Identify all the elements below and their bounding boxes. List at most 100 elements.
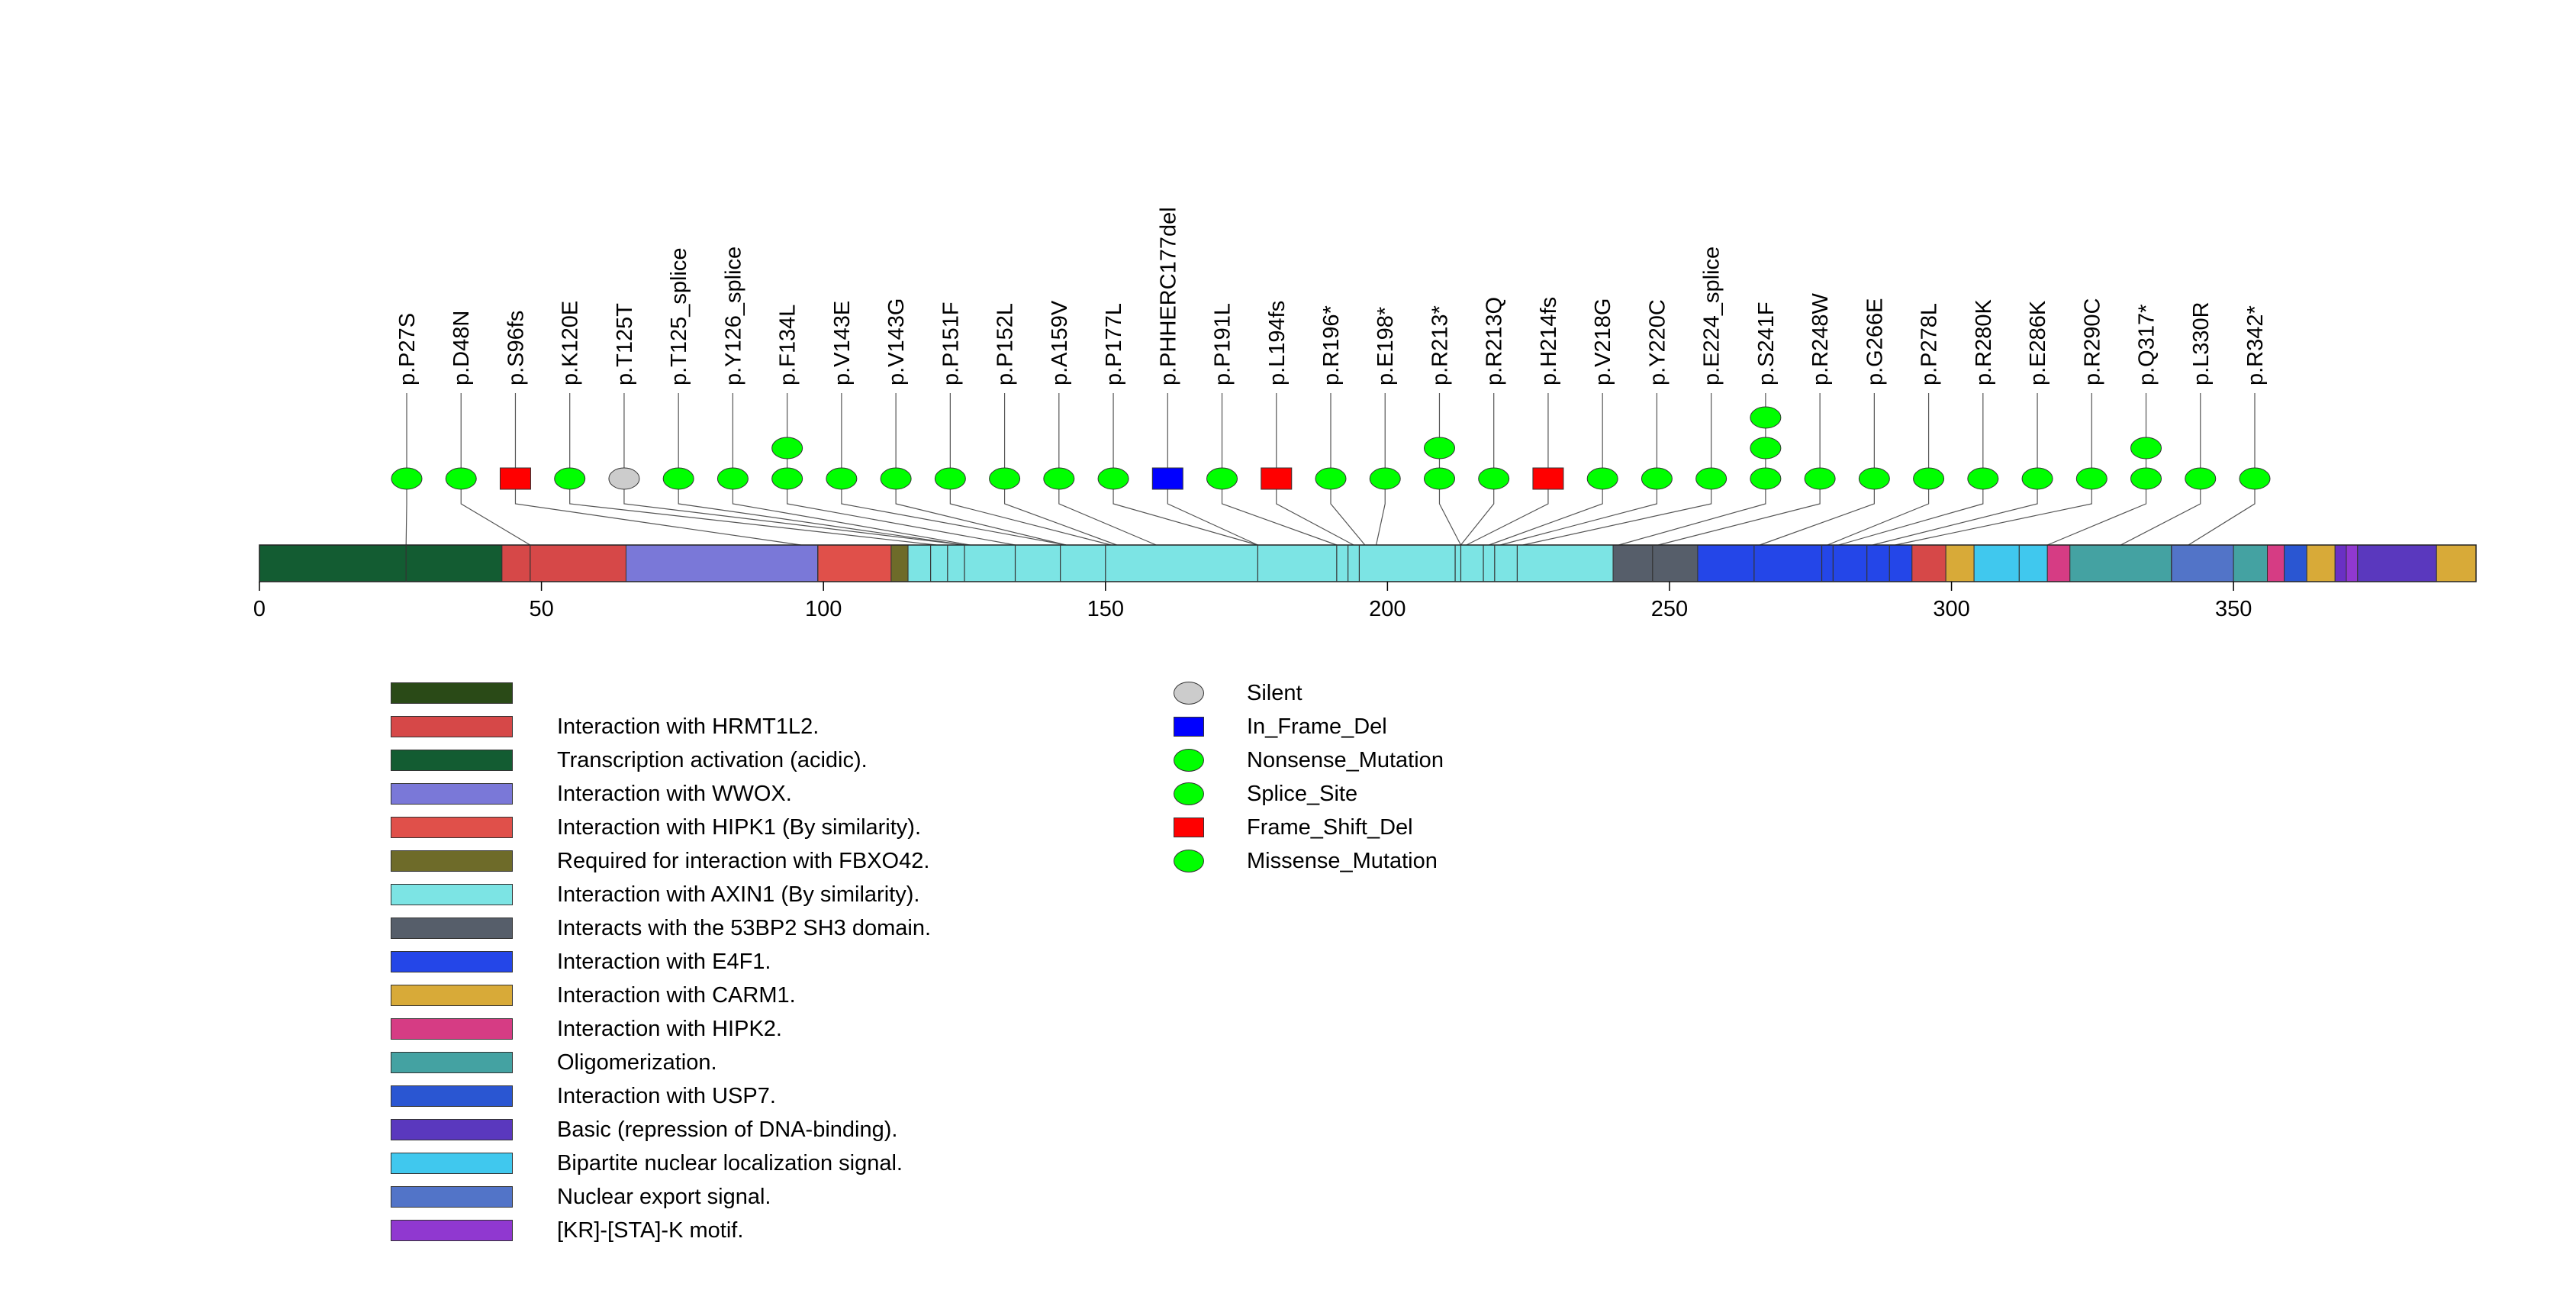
mutation-stem-0 [405,393,407,546]
domain-legend-label: Interaction with E4F1. [557,950,771,974]
square-marker-icon [1174,818,1204,837]
mutation-stem-27 [1760,393,1875,546]
circle-marker-icon [1174,850,1204,872]
mutation-legend-label: In_Frame_Del [1247,714,1387,739]
domain-segment-3 [817,544,892,582]
domain-legend-swatch [391,884,513,905]
mutation-marker-2-0 [499,467,531,490]
domain-segment-21 [2436,544,2477,582]
mutation-marker-29-0 [1967,467,1999,490]
mutation-stem-32 [2046,393,2147,546]
mutation-marker-18-0 [1369,467,1401,490]
mutation-marker-22-0 [1586,467,1618,490]
mutation-stem-33 [2120,393,2201,546]
domain-segment-9 [1945,544,1975,582]
mutation-marker-10-0 [934,467,966,490]
mutation-stem-7 [787,393,1016,546]
domain-legend-swatch [391,918,513,939]
domain-segment-12 [2069,544,2172,582]
mutation-marker-11-0 [989,467,1021,490]
tick-label-3: 150 [1087,597,1124,621]
domain-segment-19 [2346,544,2359,582]
mutation-label-19: p.R213* [1428,305,1452,385]
mutation-label-5: p.T125_splice [667,247,691,385]
mutation-label-16: p.L194fs [1265,301,1290,385]
mutation-marker-24-0 [1695,467,1728,490]
domain-legend-swatch [391,716,513,737]
mutation-marker-27-0 [1858,467,1890,490]
domain-legend-label: Oligomerization. [557,1050,717,1075]
mutation-stem-26 [1658,393,1821,546]
mutation-marker-32-0 [2130,467,2162,490]
mutation-marker-5-0 [662,467,694,490]
mutation-marker-21-0 [1532,467,1564,490]
mutation-stem-30 [1872,393,2038,546]
mutation-stem-25 [1618,393,1766,546]
mutation-marker-8-0 [826,467,858,490]
mutation-label-15: p.P191L [1211,303,1235,385]
domain-legend-swatch [391,1119,513,1140]
mutation-label-28: p.P278L [1918,303,1942,385]
mutation-label-33: p.L330R [2189,302,2214,385]
domain-segment-20 [2357,544,2437,582]
mutation-label-12: p.A159V [1048,300,1072,385]
domain-legend-label: Interaction with WWOX. [557,782,792,806]
domain-legend-swatch [391,1018,513,1040]
mutation-stem-13 [1113,393,1258,546]
tick-label-2: 100 [805,597,842,621]
domain-legend-swatch [391,750,513,771]
mutation-stem-14 [1167,393,1258,546]
mutation-label-24: p.E224_splice [1700,247,1724,385]
mutation-label-10: p.P151F [939,302,963,385]
domain-segment-2 [625,544,819,582]
domain-segment-7 [1697,544,1913,582]
mutation-stem-2 [514,393,801,546]
mutation-legend-label: Frame_Shift_Del [1247,815,1413,840]
domain-segment-17 [2306,544,2336,582]
mutation-marker-14-0 [1151,467,1183,490]
domain-segment-1 [501,544,626,582]
mutation-marker-12-0 [1043,467,1075,490]
domain-segment-18 [2334,544,2347,582]
domain-legend-label: Interaction with HRMT1L2. [557,714,819,739]
mutation-marker-7-1 [771,437,803,460]
domain-legend-swatch [391,1085,513,1107]
mutation-marker-19-0 [1423,467,1455,490]
mutation-stem-6 [732,393,971,546]
mutation-legend-label: Missense_Mutation [1247,849,1438,873]
mutation-stem-5 [678,393,965,546]
mutation-stem-20 [1460,393,1495,546]
mutation-stem-15 [1221,393,1338,546]
mutation-label-2: p.S96fs [504,311,528,385]
mutation-marker-1-0 [445,467,477,490]
domain-legend-swatch [391,1153,513,1174]
domain-legend-swatch [391,1220,513,1241]
mutation-marker-30-0 [2021,467,2053,490]
domain-legend-swatch [391,1052,513,1073]
domain-legend-label: Interaction with AXIN1 (By similarity). [557,882,920,907]
mutation-marker-6-0 [716,467,749,490]
domain-legend-label: Interaction with CARM1. [557,983,796,1008]
mutation-stem-8 [841,393,1067,546]
domain-segment-8 [1911,544,1946,582]
mutation-label-32: p.Q317* [2135,305,2159,385]
tick-label-7: 350 [2215,597,2252,621]
domain-legend-swatch [391,682,513,704]
mutation-label-9: p.V143G [884,298,909,385]
mutation-marker-0-0 [391,467,423,490]
mutation-marker-15-0 [1206,467,1238,490]
tick-label-4: 200 [1369,597,1406,621]
mutation-label-22: p.V218G [1591,298,1615,385]
mutation-label-17: p.R196* [1319,305,1344,385]
mutation-stem-21 [1466,393,1549,546]
mutation-label-14: p.PHHERC177del [1156,207,1180,385]
mutation-stem-23 [1500,393,1658,546]
mutation-label-21: p.H214fs [1537,297,1561,385]
mutation-legend-label: Nonsense_Mutation [1247,748,1444,772]
circle-marker-icon [1174,782,1204,805]
domain-legend-label: [KR]-[STA]-K motif. [557,1218,744,1243]
mutation-marker-9-0 [880,467,912,490]
domain-legend-swatch [391,817,513,838]
mutation-stem-17 [1330,393,1366,546]
domain-segment-5 [907,544,1614,582]
